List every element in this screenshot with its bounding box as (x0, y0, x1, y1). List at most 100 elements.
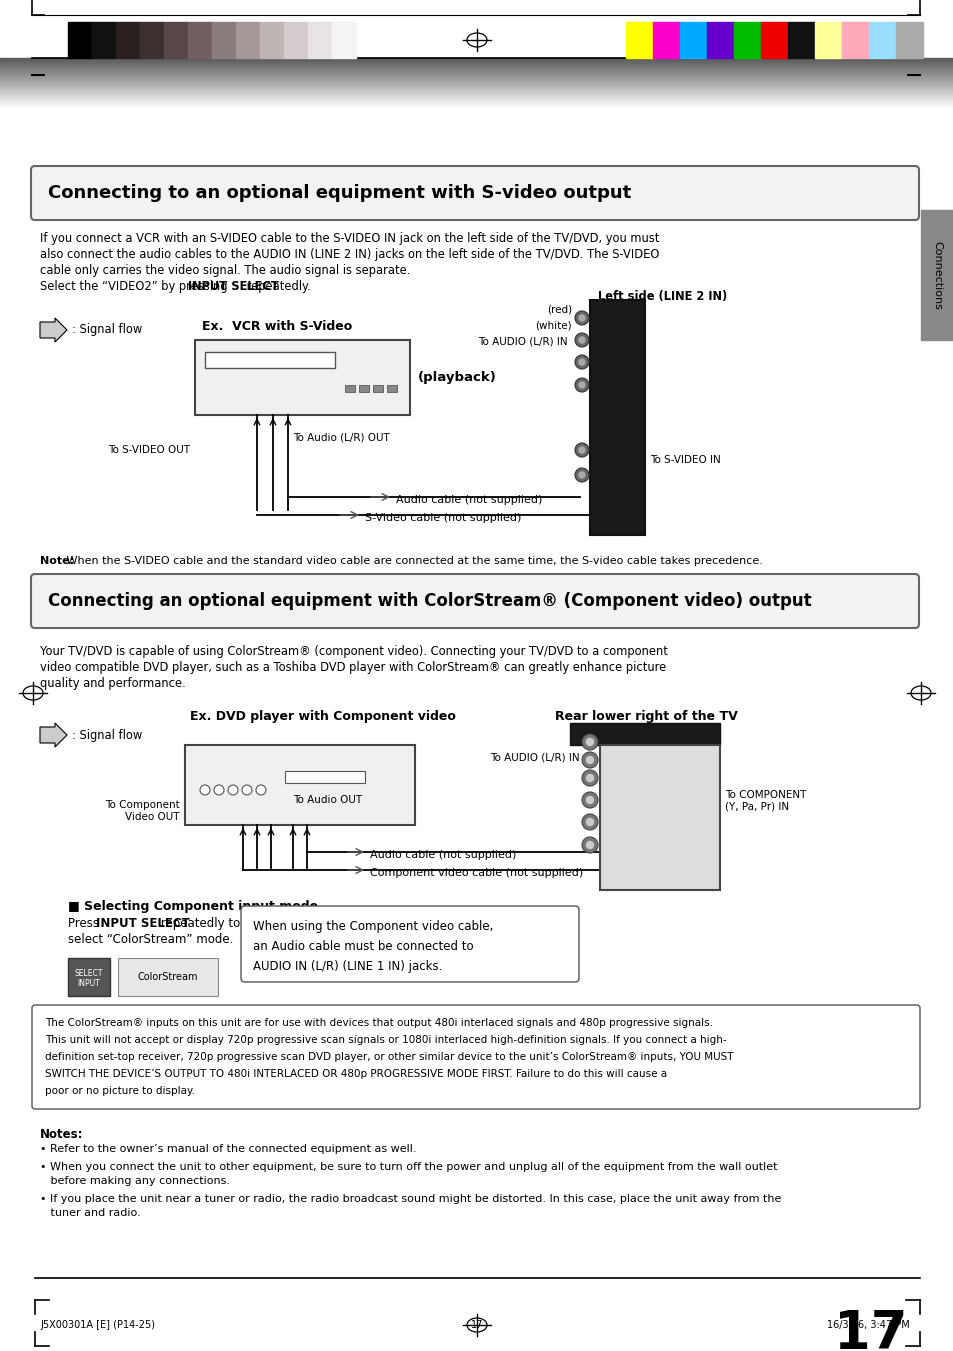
Bar (205, 353, 335, 367)
Bar (188, 22, 212, 58)
Text: ■ Selecting Component input mode: ■ Selecting Component input mode (68, 900, 317, 913)
Text: If you connect a VCR with an S-VIDEO cable to the S-VIDEO IN jack on the left si: If you connect a VCR with an S-VIDEO cab… (40, 232, 659, 245)
Bar (625, 22, 652, 58)
Bar (599, 744, 720, 890)
Circle shape (200, 785, 210, 794)
Circle shape (255, 785, 266, 794)
Circle shape (575, 443, 588, 457)
Text: • Refer to the owner’s manual of the connected equipment as well.: • Refer to the owner’s manual of the con… (40, 1144, 416, 1154)
Text: Note:: Note: (40, 557, 74, 566)
Text: To S-VIDEO OUT: To S-VIDEO OUT (108, 444, 190, 455)
Bar (332, 22, 355, 58)
Circle shape (578, 471, 584, 478)
Bar (868, 22, 895, 58)
Text: poor or no picture to display.: poor or no picture to display. (45, 1086, 194, 1096)
Bar (185, 744, 415, 825)
Bar (91, 22, 116, 58)
Text: To AUDIO (L/R) IN: To AUDIO (L/R) IN (490, 753, 579, 762)
Text: Press: Press (68, 917, 103, 929)
Bar (652, 22, 679, 58)
Text: (red): (red) (546, 305, 572, 315)
Circle shape (581, 753, 598, 767)
Bar (284, 22, 308, 58)
Text: 17: 17 (834, 1308, 907, 1351)
Text: S-Video cable (not supplied): S-Video cable (not supplied) (365, 513, 521, 523)
Text: an Audio cable must be connected to: an Audio cable must be connected to (253, 940, 473, 952)
Text: select “ColorStream” mode.: select “ColorStream” mode. (68, 934, 233, 946)
Bar (760, 22, 787, 58)
FancyBboxPatch shape (30, 574, 918, 628)
Text: Connecting to an optional equipment with S-video output: Connecting to an optional equipment with… (48, 184, 631, 203)
Bar (787, 22, 814, 58)
Text: Connecting an optional equipment with ColorStream® (Component video) output: Connecting an optional equipment with Co… (48, 592, 811, 611)
Text: (playback): (playback) (417, 372, 497, 385)
Circle shape (242, 785, 252, 794)
Text: Ex. DVD player with Component video: Ex. DVD player with Component video (190, 711, 456, 723)
Text: ColorStream: ColorStream (137, 971, 198, 982)
Text: : Signal flow: : Signal flow (71, 728, 142, 742)
Circle shape (586, 757, 593, 763)
Text: To COMPONENT
(Y, Pa, Pr) IN: To COMPONENT (Y, Pa, Pr) IN (724, 790, 805, 812)
Text: To Audio OUT: To Audio OUT (293, 794, 362, 805)
Text: The ColorStream® inputs on this unit are for use with devices that output 480i i: The ColorStream® inputs on this unit are… (45, 1019, 712, 1028)
Circle shape (581, 838, 598, 852)
Circle shape (575, 311, 588, 326)
Bar (345, 385, 355, 392)
Bar (212, 22, 235, 58)
Bar (235, 22, 260, 58)
Text: definition set-top receiver, 720p progressive scan DVD player, or other similar : definition set-top receiver, 720p progre… (45, 1052, 733, 1062)
Text: repeatedly.: repeatedly. (243, 280, 311, 293)
Bar (260, 22, 284, 58)
Circle shape (575, 332, 588, 347)
Text: Your TV/DVD is capable of using ColorStream® (component video). Connecting your : Your TV/DVD is capable of using ColorStr… (40, 644, 667, 658)
Text: Rear lower right of the TV: Rear lower right of the TV (555, 711, 737, 723)
Circle shape (575, 355, 588, 369)
Circle shape (586, 774, 593, 781)
Bar (387, 385, 396, 392)
Text: Notes:: Notes: (40, 1128, 84, 1142)
Circle shape (575, 378, 588, 392)
Text: Ex.  VCR with S-Video: Ex. VCR with S-Video (202, 320, 352, 332)
Text: INPUT: INPUT (77, 978, 100, 988)
Text: cable only carries the video signal. The audio signal is separate.: cable only carries the video signal. The… (40, 263, 410, 277)
Text: Select the “VIDEO2” by pressing: Select the “VIDEO2” by pressing (40, 280, 231, 293)
Text: SWITCH THE DEVICE’S OUTPUT TO 480i INTERLACED OR 480p PROGRESSIVE MODE FIRST. Fa: SWITCH THE DEVICE’S OUTPUT TO 480i INTER… (45, 1069, 666, 1079)
Text: (white): (white) (535, 320, 572, 330)
Circle shape (581, 792, 598, 808)
Bar (116, 22, 140, 58)
Text: Connections: Connections (931, 240, 941, 309)
Bar (706, 22, 733, 58)
FancyBboxPatch shape (30, 166, 918, 220)
Bar (164, 22, 188, 58)
Circle shape (578, 359, 584, 365)
Bar (895, 22, 923, 58)
Bar (814, 22, 841, 58)
Polygon shape (40, 723, 67, 747)
Bar (68, 958, 110, 996)
FancyBboxPatch shape (241, 907, 578, 982)
Circle shape (575, 467, 588, 482)
Text: repeatedly to: repeatedly to (157, 917, 240, 929)
Circle shape (586, 739, 593, 746)
Text: J5X00301A [E] (P14-25): J5X00301A [E] (P14-25) (40, 1320, 154, 1329)
Text: This unit will not accept or display 720p progressive scan signals or 1080i inte: This unit will not accept or display 720… (45, 1035, 726, 1046)
Circle shape (213, 785, 224, 794)
Text: also connect the audio cables to the AUDIO IN (LINE 2 IN) jacks on the left side: also connect the audio cables to the AUD… (40, 249, 659, 261)
Bar (920, 209, 953, 340)
Text: To Component
Video OUT: To Component Video OUT (105, 800, 180, 821)
Bar (285, 771, 365, 784)
Circle shape (581, 770, 598, 786)
Bar (679, 22, 706, 58)
Bar (841, 22, 868, 58)
Text: : Signal flow: : Signal flow (71, 323, 142, 336)
Circle shape (228, 785, 237, 794)
Text: • If you place the unit near a tuner or radio, the radio broadcast sound might b: • If you place the unit near a tuner or … (40, 1194, 781, 1204)
Text: To Audio (L/R) OUT: To Audio (L/R) OUT (293, 432, 390, 442)
Text: Audio cable (not supplied): Audio cable (not supplied) (370, 850, 516, 861)
Text: Left side (LINE 2 IN): Left side (LINE 2 IN) (598, 290, 726, 303)
Text: When the S-VIDEO cable and the standard video cable are connected at the same ti: When the S-VIDEO cable and the standard … (63, 557, 762, 566)
Bar (589, 300, 644, 535)
Circle shape (578, 315, 584, 322)
Text: To S-VIDEO IN: To S-VIDEO IN (649, 455, 720, 465)
Bar (140, 22, 164, 58)
